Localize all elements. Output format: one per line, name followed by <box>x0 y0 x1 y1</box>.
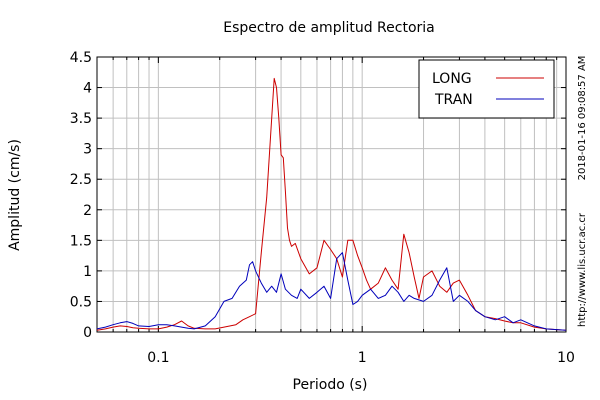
y-tick-label: 2.5 <box>70 172 92 188</box>
y-tick-label: 0 <box>83 325 92 341</box>
y-tick-label: 1 <box>83 264 92 280</box>
y-tick-label: 1.5 <box>70 233 92 249</box>
y-tick-label: 2 <box>83 203 92 219</box>
legend-label-long: LONG <box>432 71 472 87</box>
timestamp-annotation: 2018-01-16 09:08:57 AM <box>577 56 588 181</box>
y-tick-label: 3 <box>83 142 92 158</box>
legend: LONG TRAN <box>418 59 555 119</box>
series-layer <box>96 77 567 331</box>
x-tick-label: 1 <box>358 350 367 366</box>
x-axis-label: Periodo (s) <box>293 377 368 393</box>
x-tick-label: 10 <box>557 350 575 366</box>
grid-lines <box>97 57 566 332</box>
y-axis-label: Amplitud (cm/s) <box>7 139 23 251</box>
chart-title: Espectro de amplitud Rectoria <box>223 20 435 36</box>
website-annotation: http://www.lis.ucr.ac.cr <box>577 212 588 327</box>
legend-box <box>418 59 555 119</box>
series-line-long <box>96 77 567 331</box>
series-line-tran <box>96 252 567 331</box>
y-tick-label: 3.5 <box>70 111 92 127</box>
y-tick-label: 0.5 <box>70 294 92 310</box>
x-tick-label: 0.1 <box>147 350 169 366</box>
y-tick-label: 4.5 <box>70 50 92 66</box>
y-tick-label: 4 <box>83 81 92 97</box>
axis-ticks: 0 0.5 1 1.5 2 2.5 3 3.5 4 4.5 0.1 1 10 <box>70 50 575 366</box>
plot-frame <box>96 56 567 333</box>
legend-label-tran: TRAN <box>434 92 473 108</box>
